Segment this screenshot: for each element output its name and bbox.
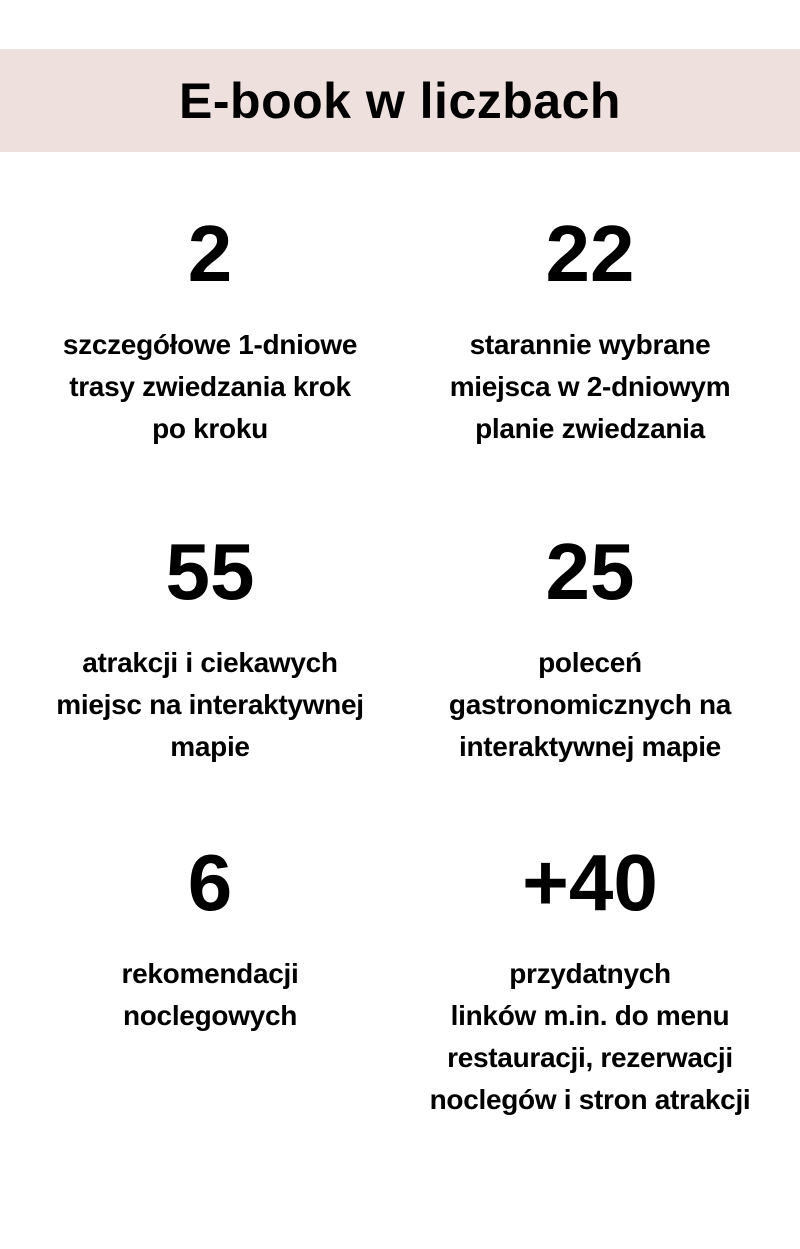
stat-number: 25	[545, 527, 635, 616]
stat-routes: 2 szczegółowe 1-dniowe trasy zwiedzania k…	[20, 152, 400, 450]
stat-food: 25 poleceń gastronomicznych na interaktywn…	[400, 450, 780, 768]
stat-description: rekomendacji noclegowych	[121, 958, 299, 1031]
stat-description: szczegółowe 1-dniowe trasy zwiedzania kro…	[62, 329, 358, 444]
stats-grid: 2 szczegółowe 1-dniowe trasy zwiedzania k…	[0, 152, 800, 1121]
stat-number: +40	[522, 838, 658, 927]
stat-description: poleceń gastronomicznych na interaktywnej …	[448, 647, 732, 762]
stat-number: 6	[187, 838, 233, 927]
header-band: E-book w liczbach	[0, 49, 800, 152]
stat-number: 22	[545, 209, 635, 298]
stat-number: 2	[187, 209, 233, 298]
stat-places: 22 starannie wybrane miejsca w 2-dniowym p…	[400, 152, 780, 450]
stat-description: atrakcji i ciekawych miejsc na interaktyw…	[56, 647, 364, 762]
stat-accommodation: 6 rekomendacji noclegowych	[20, 768, 400, 1121]
stat-links: +40 przydatnych linków m.in. do menu resta…	[400, 768, 780, 1121]
stat-number: 55	[165, 527, 255, 616]
stat-description: starannie wybrane miejsca w 2-dniowym plan…	[449, 329, 731, 444]
stat-attractions: 55 atrakcji i ciekawych miejsc na interak…	[20, 450, 400, 768]
page-title: E-book w liczbach	[179, 72, 621, 129]
stat-description: przydatnych linków m.in. do menu restaurac…	[429, 958, 751, 1115]
